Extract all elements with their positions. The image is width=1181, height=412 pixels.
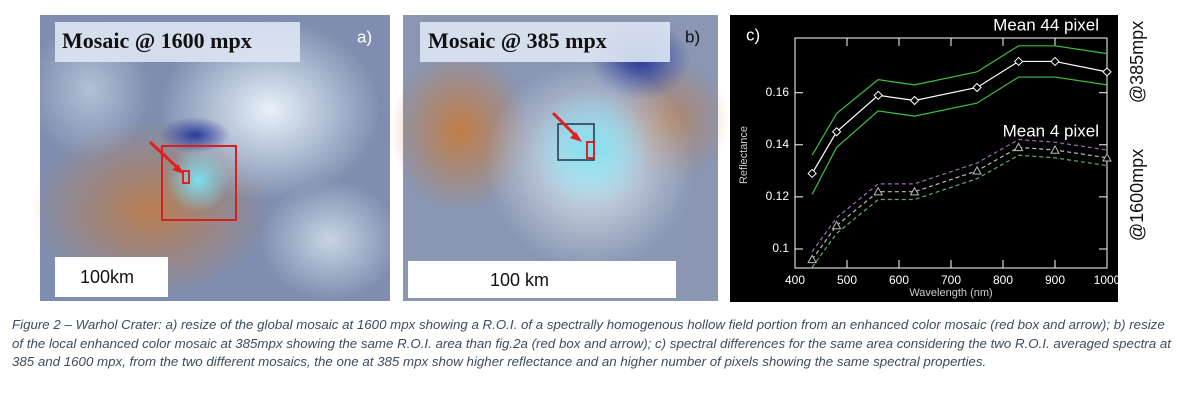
marker: [1013, 142, 1024, 152]
marker: [873, 186, 884, 196]
panel-title: Mosaic @ 385 mpx: [428, 28, 607, 53]
x-tick-label: 600: [889, 273, 909, 287]
y-tick-label: 0.12: [766, 189, 790, 203]
panel-a: Mosaic @ 1600 mpx a) 100km: [30, 15, 400, 301]
chart-background: [730, 15, 1118, 302]
caption: Figure 2 – Warhol Crater: a) resize of t…: [12, 317, 1171, 369]
x-tick-label: 800: [993, 273, 1013, 287]
marker: [831, 220, 842, 230]
marker: [1050, 56, 1060, 67]
y-tick-label: 0.1: [772, 241, 789, 255]
panel-b: Mosaic @ 385 mpx b) 100 km: [390, 15, 730, 301]
marker: [807, 254, 818, 264]
x-tick-label: 400: [785, 273, 805, 287]
marker: [909, 186, 920, 196]
x-axis-label: Wavelength (nm): [909, 287, 992, 299]
series-label: Mean 44 pixel: [993, 15, 1099, 34]
x-tick-label: 900: [1045, 273, 1065, 287]
side-label: @1600mpx: [1127, 149, 1147, 241]
marker: [909, 95, 920, 106]
series-line: [811, 60, 1108, 174]
marker: [1013, 56, 1024, 67]
series-label: Mean 4 pixel: [1003, 121, 1099, 140]
side-label: @385mpx: [1127, 21, 1147, 103]
marker: [1050, 144, 1060, 154]
x-tick-label: 700: [941, 273, 961, 287]
marker: [972, 165, 982, 175]
marker: [807, 168, 817, 179]
marker: [972, 82, 982, 93]
marker: [831, 127, 842, 137]
panel-tag: b): [685, 27, 700, 46]
marker: [873, 90, 883, 101]
series-line: [811, 138, 1108, 252]
panel-tag: c): [746, 25, 760, 44]
series-line: [811, 45, 1108, 156]
chart: c) Wavelength (nm) Reflectance 0.1 0.12 0.…: [738, 15, 1121, 299]
y-axis-label: Reflectance: [738, 126, 750, 184]
scale-label: 100km: [80, 267, 134, 287]
marker: [1102, 67, 1112, 77]
series-line: [811, 146, 1108, 260]
x-tick-label: 1000: [1094, 273, 1121, 287]
series-line: [811, 76, 1108, 195]
y-tick-label: 0.16: [766, 85, 790, 99]
figure: Mosaic @ 1600 mpx a) 100km Mosaic @ 385 …: [30, 15, 1147, 302]
series-line: [811, 154, 1108, 268]
panel-title: Mosaic @ 1600 mpx: [62, 28, 252, 53]
y-tick-label: 0.14: [766, 137, 790, 151]
panel-tag: a): [357, 27, 372, 46]
scale-label: 100 km: [490, 270, 549, 290]
x-tick-label: 500: [837, 273, 857, 287]
marker: [1102, 152, 1112, 162]
